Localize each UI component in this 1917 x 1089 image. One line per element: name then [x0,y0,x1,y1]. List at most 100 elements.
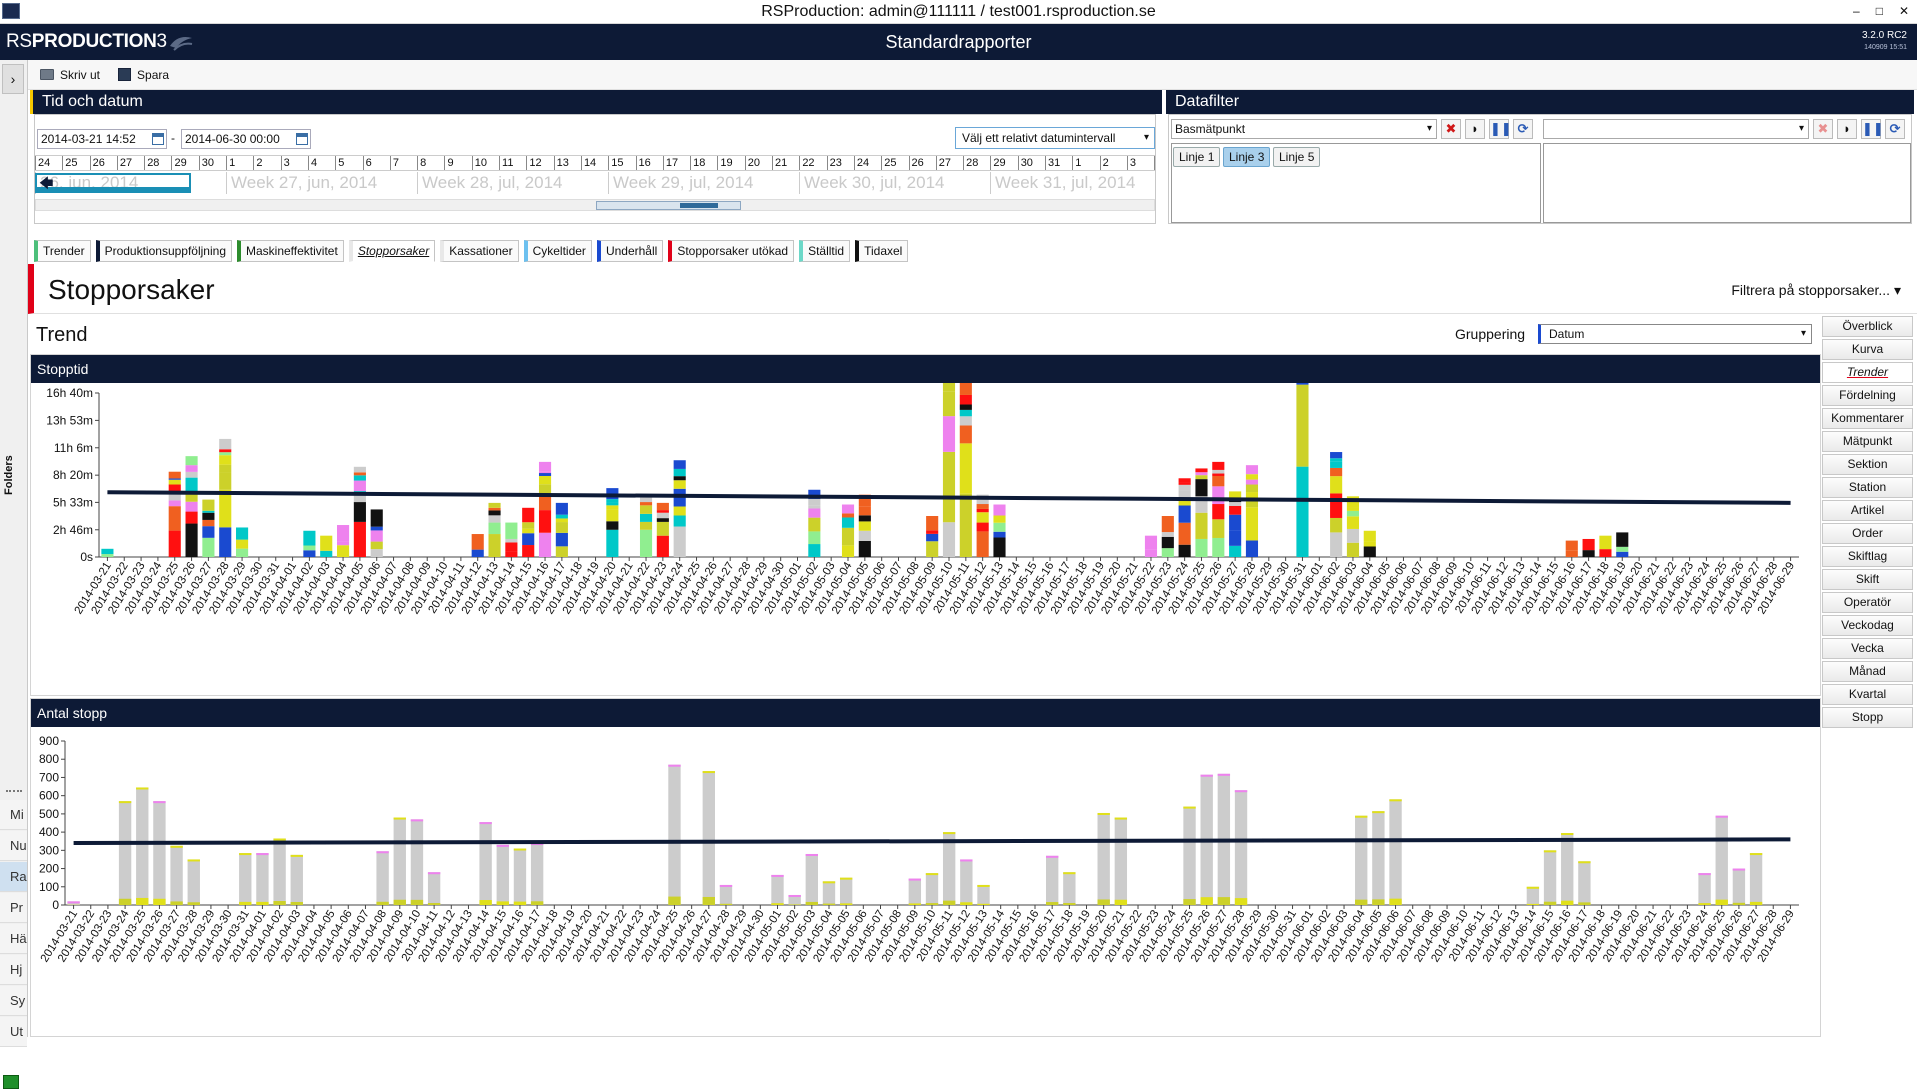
bar[interactable] [1544,850,1556,905]
bar-segment[interactable] [1296,383,1308,385]
eraser-icon[interactable]: ◗ [1465,119,1485,139]
bar-segment[interactable] [1115,818,1127,820]
bar[interactable] [1296,383,1308,557]
bar-segment[interactable] [1347,529,1359,543]
bar-segment[interactable] [1750,902,1762,905]
bar-segment[interactable] [1195,468,1207,472]
bar-segment[interactable] [101,549,113,554]
bar-segment[interactable] [219,490,231,528]
bar-segment[interactable] [256,853,268,905]
bar-segment[interactable] [522,529,534,534]
bar[interactable] [531,843,543,905]
filter-chip[interactable]: Linje 3 [1223,147,1270,167]
bar-segment[interactable] [514,902,526,905]
timeline-day[interactable]: 12 [526,156,553,170]
bar-segment[interactable] [993,505,1005,516]
bar-segment[interactable] [186,512,198,524]
bar-segment[interactable] [842,513,854,517]
bar[interactable] [1527,887,1539,905]
bar-segment[interactable] [1098,813,1110,815]
bar-segment[interactable] [514,849,526,905]
bar-segment[interactable] [1235,790,1247,792]
bar-segment[interactable] [1212,486,1224,504]
bar-segment[interactable] [1212,476,1224,486]
timeline-day[interactable]: 20 [745,156,772,170]
bar-segment[interactable] [1183,807,1195,905]
eraser-icon[interactable]: ◗ [1837,119,1857,139]
bar-segment[interactable] [479,900,491,905]
bar-segment[interactable] [788,895,800,897]
close-button[interactable]: ✕ [1899,0,1909,24]
bar-segment[interactable] [640,530,652,557]
timeline-day[interactable]: 19 [717,156,744,170]
bar-segment[interactable] [606,505,618,509]
bar-segment[interactable] [1212,538,1224,557]
bar-segment[interactable] [479,822,491,905]
bar-segment[interactable] [1212,519,1224,538]
bar[interactable] [303,531,315,557]
bar[interactable] [960,383,972,557]
bar-segment[interactable] [556,533,568,546]
bar-segment[interactable] [236,549,248,557]
bar[interactable] [1698,873,1710,905]
bar-segment[interactable] [186,472,198,478]
bar-segment[interactable] [522,522,534,528]
bar-segment[interactable] [1115,818,1127,905]
bar-segment[interactable] [1162,537,1174,548]
bar[interactable] [926,873,938,905]
bar[interactable] [428,872,440,905]
bar-segment[interactable] [674,516,686,527]
bar-segment[interactable] [1330,468,1342,476]
view-button[interactable]: Månad [1822,661,1913,682]
bar-segment[interactable] [371,549,383,557]
bar-segment[interactable] [522,545,534,557]
report-tab[interactable]: Kassationer [440,240,518,262]
bar-segment[interactable] [859,515,871,521]
bar-segment[interactable] [1195,479,1207,485]
bar-segment[interactable] [1561,833,1573,905]
bar-segment[interactable] [239,853,251,905]
bar-segment[interactable] [291,902,303,905]
bar-segment[interactable] [236,527,248,539]
bar-segment[interactable] [411,819,423,905]
bar-segment[interactable] [153,801,165,905]
report-tab[interactable]: Stopporsaker [349,240,435,262]
bar-segment[interactable] [943,901,955,905]
print-button[interactable]: Skriv ut [40,68,100,82]
bar-segment[interactable] [1733,869,1745,871]
bar-segment[interactable] [1195,539,1207,557]
bar-segment[interactable] [993,516,1005,523]
sidebar-tab[interactable]: Nu [0,831,27,861]
bar[interactable] [668,765,680,905]
bar-segment[interactable] [219,449,231,452]
bar-segment[interactable] [1201,897,1213,905]
refresh-icon[interactable]: ⟳ [1885,119,1905,139]
bar-segment[interactable] [1179,482,1191,485]
bar-segment[interactable] [606,530,618,557]
timeline-week[interactable]: Week 29, jul, 2014 [608,172,799,194]
bar[interactable] [1063,872,1075,905]
bar-segment[interactable] [823,881,835,883]
bar[interactable] [153,801,165,905]
bar-segment[interactable] [188,859,200,861]
bar[interactable] [169,472,181,557]
bar[interactable] [926,516,938,557]
bar-segment[interactable] [823,904,835,905]
from-date-field[interactable]: 2014-03-21 14:52 [37,129,167,149]
bar-segment[interactable] [273,838,285,840]
bar-segment[interactable] [1229,502,1241,506]
sidebar-tab[interactable]: Hä [0,924,27,954]
timeline-day[interactable]: 23 [827,156,854,170]
report-tab[interactable]: Underhåll [597,240,663,262]
view-button[interactable]: Veckodag [1822,615,1913,636]
bar[interactable] [1347,496,1359,557]
sidebar-tab[interactable]: Ra [0,862,27,892]
view-button[interactable]: Skift [1822,569,1913,590]
bar-segment[interactable] [1246,540,1258,557]
bar[interactable] [202,500,214,557]
grouping-dropdown[interactable]: Datum [1538,324,1812,344]
bar[interactable] [1330,452,1342,557]
bar-segment[interactable] [1716,816,1728,818]
bar-segment[interactable] [522,533,534,545]
filter-stop-reasons-link[interactable]: Filtrera på stopporsaker... ▾ [1731,282,1901,299]
